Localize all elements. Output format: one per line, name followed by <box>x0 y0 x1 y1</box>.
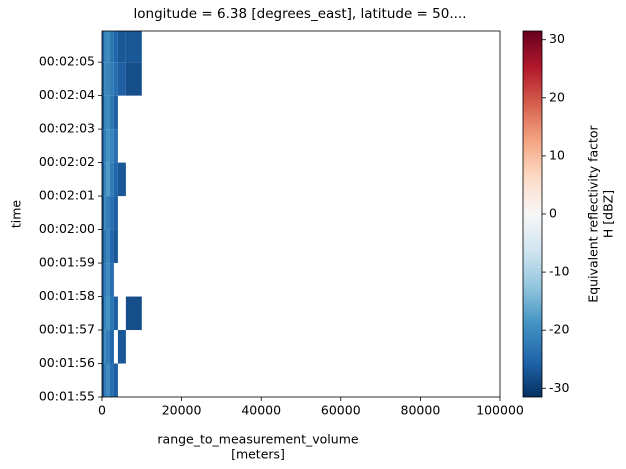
heatmap-cell <box>105 229 110 264</box>
colorbar-tick-label: 30 <box>549 31 565 46</box>
heatmap-cell <box>103 196 106 230</box>
heatmap-cell <box>113 162 118 197</box>
heatmap-cell <box>105 196 110 230</box>
y-tick-label: 00:01:56 <box>39 355 95 370</box>
heatmap-cell <box>109 129 114 163</box>
x-tick-label: 100000 <box>476 403 524 418</box>
y-tick-label: 00:02:00 <box>39 221 95 236</box>
x-tick-label: 0 <box>98 403 106 418</box>
y-tick-label: 00:01:57 <box>39 322 95 337</box>
heatmap-cell <box>103 296 106 331</box>
heatmap-cell <box>105 162 110 197</box>
heatmap-cell <box>117 62 126 96</box>
y-tick-label: 00:01:55 <box>39 389 95 404</box>
heatmap-cell <box>109 196 114 230</box>
heatmap-cell <box>105 129 110 163</box>
heatmap-cell <box>125 62 142 96</box>
y-tick-label: 00:02:02 <box>39 154 95 169</box>
x-tick-label: 60000 <box>321 403 361 418</box>
heatmap-cell <box>102 229 104 264</box>
heatmap-cell <box>125 296 142 331</box>
colorbar <box>522 30 543 398</box>
heatmap-cell <box>113 229 118 264</box>
heatmap-cell <box>113 196 118 230</box>
chart-title: longitude = 6.38 [degrees_east], latitud… <box>134 6 467 22</box>
y-tick-label: 00:02:03 <box>39 121 95 136</box>
x-axis-label: [meters] <box>231 447 285 462</box>
y-tick-label: 00:02:04 <box>39 87 95 102</box>
x-tick-label: 80000 <box>401 403 441 418</box>
heatmap-cell <box>103 162 106 197</box>
x-tick-label: 20000 <box>162 403 202 418</box>
heatmap-cell <box>109 363 114 397</box>
heatmap-cell <box>103 330 106 364</box>
colorbar-tick-label: -30 <box>549 380 569 395</box>
heatmap-cell <box>109 95 114 130</box>
y-tick-label: 00:02:05 <box>39 54 95 69</box>
colorbar-label: H [dBZ] <box>601 190 616 238</box>
heatmap-cell <box>105 95 110 130</box>
y-tick-label: 00:01:58 <box>39 288 95 303</box>
heatmap-cell <box>117 162 126 197</box>
y-tick-label: 00:02:01 <box>39 188 95 203</box>
heatmap-cell <box>105 62 110 96</box>
colorbar-label: Equivalent reflectivity factor <box>586 124 601 302</box>
heatmap-cell <box>102 296 104 331</box>
y-tick-label: 00:01:59 <box>39 255 95 270</box>
heatmap-cell <box>105 363 110 397</box>
heatmap-cell <box>102 62 104 96</box>
heatmap-cell <box>103 31 106 63</box>
heatmap-cell <box>102 129 104 163</box>
colorbar-tick-label: -10 <box>549 264 569 279</box>
heatmap-cell <box>105 330 110 364</box>
heatmap-cell <box>105 31 110 63</box>
x-axis-label: range_to_measurement_volume <box>157 432 358 447</box>
plot-frame <box>101 30 501 398</box>
heatmap-cell <box>109 296 114 331</box>
heatmap-cell <box>103 62 106 96</box>
heatmap-cell <box>102 363 104 397</box>
heatmap-cell <box>102 95 104 130</box>
x-tick-label: 40000 <box>241 403 281 418</box>
heatmap-cell <box>103 229 106 264</box>
heatmap-cell <box>109 31 114 63</box>
heatmap-cell <box>103 95 106 130</box>
heatmap-cell <box>109 229 114 264</box>
heatmap-cell <box>105 263 110 297</box>
heatmap-cell <box>113 129 118 163</box>
heatmap-cell <box>113 296 118 331</box>
heatmap-cell <box>113 62 118 96</box>
heatmap-cell <box>103 263 106 297</box>
colorbar-tick-label: 0 <box>549 206 557 221</box>
heatmap-cell <box>102 162 104 197</box>
heatmap-cell <box>113 31 118 63</box>
heatmap-cell <box>125 31 142 63</box>
heatmap-cell <box>109 62 114 96</box>
heatmap-cell <box>109 162 114 197</box>
heatmap-cell <box>102 196 104 230</box>
heatmap-cell <box>102 330 104 364</box>
heatmap-cell <box>117 330 126 364</box>
heatmap-cell <box>102 31 104 63</box>
y-axis-label: time <box>9 200 24 229</box>
heatmap-cell <box>102 263 104 297</box>
heatmap-cell <box>113 95 118 130</box>
colorbar-tick-label: 20 <box>549 89 565 104</box>
colorbar-tick-label: 10 <box>549 147 565 162</box>
colorbar-tick-label: -20 <box>549 322 569 337</box>
heatmap-cell <box>113 363 118 397</box>
heatmap-cell <box>109 330 114 364</box>
heatmap-cell <box>109 263 114 297</box>
heatmap-cell <box>103 363 106 397</box>
heatmap-cell <box>117 31 126 63</box>
heatmap-cell <box>105 296 110 331</box>
heatmap-cell <box>103 129 106 163</box>
